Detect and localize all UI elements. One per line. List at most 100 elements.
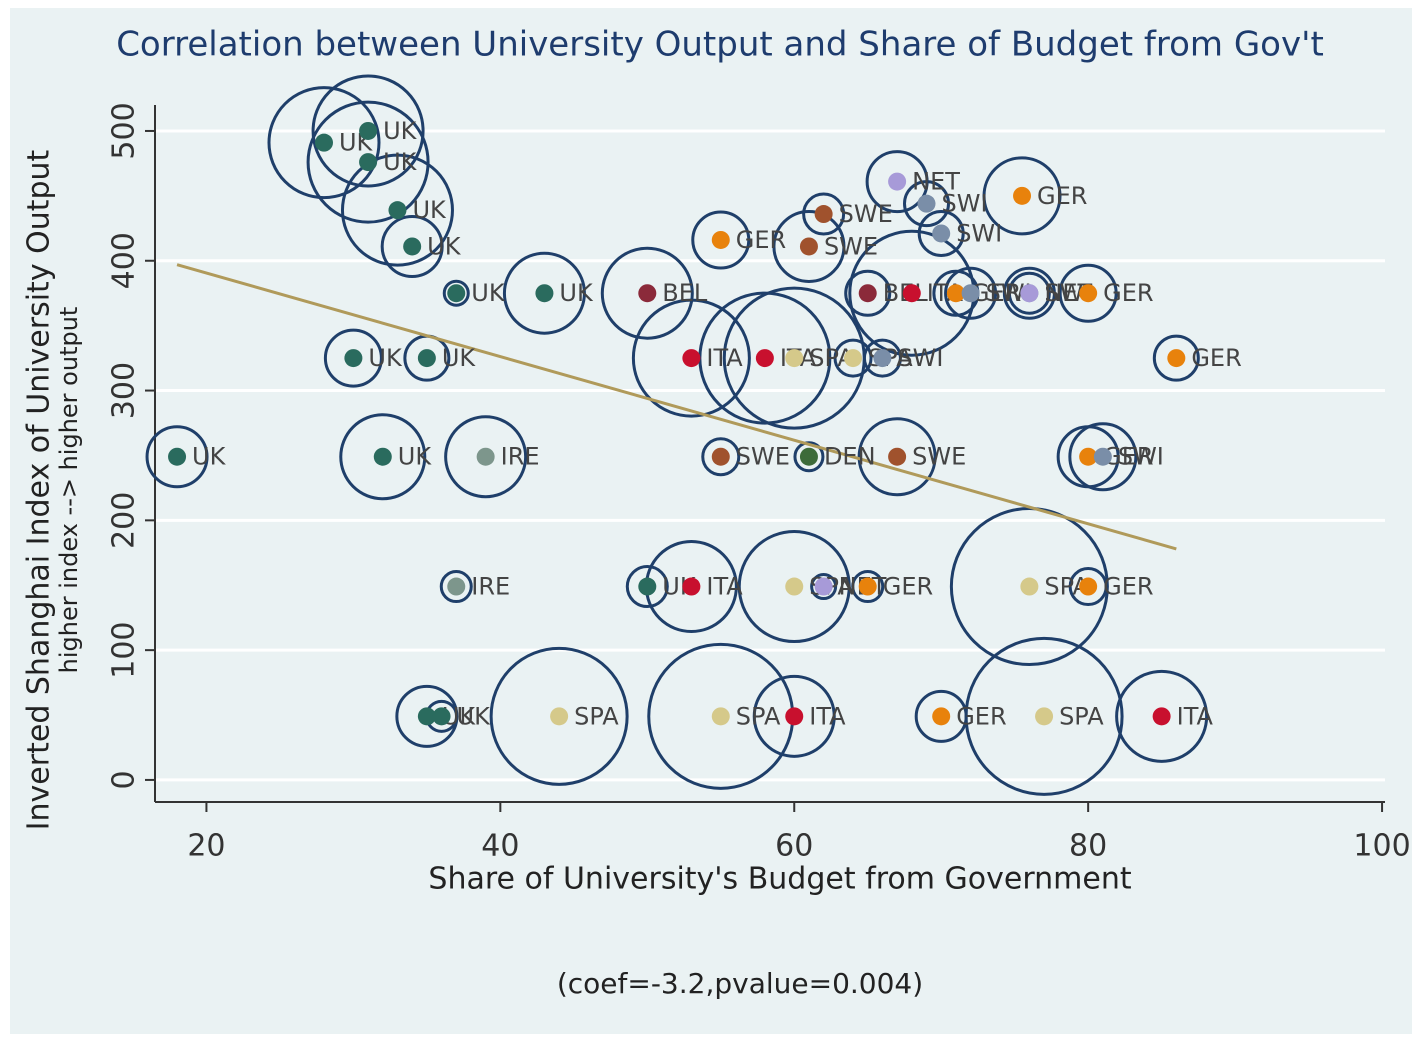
bubble bbox=[844, 269, 892, 317]
bubble bbox=[340, 153, 454, 267]
point bbox=[711, 447, 730, 466]
point bbox=[476, 447, 495, 466]
bubble bbox=[802, 192, 846, 236]
point-label: UK bbox=[383, 148, 418, 176]
point bbox=[373, 447, 392, 466]
bubble bbox=[625, 565, 669, 609]
bubble bbox=[701, 437, 741, 477]
y-axis-sublabel: higher index --> higher output bbox=[55, 307, 83, 674]
bubble bbox=[944, 266, 998, 320]
point-label: GER bbox=[1191, 344, 1241, 372]
bubble bbox=[1152, 334, 1200, 382]
point-label: UK bbox=[398, 443, 433, 471]
point bbox=[785, 577, 804, 596]
point-label: ITA bbox=[1177, 702, 1214, 730]
point bbox=[1079, 284, 1098, 303]
point-label: UK bbox=[192, 443, 227, 471]
point bbox=[932, 224, 951, 243]
bubble bbox=[323, 328, 383, 388]
point-label: SWI bbox=[897, 344, 943, 372]
x-tick-label: 20 bbox=[187, 829, 225, 864]
bubble bbox=[145, 425, 209, 489]
point bbox=[888, 172, 907, 191]
point bbox=[1013, 186, 1032, 205]
y-tick-label: 500 bbox=[107, 102, 142, 159]
point-label: UK bbox=[368, 344, 403, 372]
point-label: IRE bbox=[501, 443, 540, 471]
bubble bbox=[444, 415, 528, 499]
point bbox=[682, 577, 701, 596]
point-label: SPA bbox=[736, 702, 781, 730]
point bbox=[917, 194, 936, 213]
point-label: SWE bbox=[839, 200, 893, 228]
point bbox=[432, 707, 451, 726]
point-label: SPA bbox=[574, 702, 619, 730]
bubble bbox=[772, 209, 846, 283]
fit-line bbox=[176, 263, 1177, 551]
bubble bbox=[380, 214, 444, 278]
bubble bbox=[857, 417, 937, 497]
point-label: SWI bbox=[1118, 443, 1164, 471]
bubble bbox=[439, 570, 473, 604]
point bbox=[1152, 707, 1171, 726]
y-tick-label: 300 bbox=[107, 362, 142, 419]
bubble bbox=[851, 570, 885, 604]
point bbox=[932, 707, 951, 726]
bubble bbox=[793, 441, 825, 473]
point-label: SWI bbox=[942, 190, 988, 218]
point-label: SWE bbox=[912, 443, 966, 471]
y-tick-label: 100 bbox=[107, 622, 142, 679]
point bbox=[359, 121, 378, 140]
bubble bbox=[964, 636, 1124, 796]
x-tick-label: 100 bbox=[1353, 829, 1410, 864]
chart-title: Correlation between University Output an… bbox=[116, 25, 1324, 65]
y-tick-label: 200 bbox=[107, 492, 142, 549]
point-label: UK bbox=[559, 279, 594, 307]
point bbox=[814, 205, 833, 224]
bubble bbox=[631, 298, 751, 418]
point bbox=[1167, 349, 1186, 368]
point bbox=[1020, 577, 1039, 596]
note: (coef=-3.2,pvalue=0.004) bbox=[557, 967, 923, 1000]
point-label: SWE bbox=[736, 443, 790, 471]
point bbox=[550, 707, 569, 726]
point bbox=[888, 447, 907, 466]
point-label: DEN bbox=[824, 443, 876, 471]
bubble bbox=[442, 279, 470, 307]
bubble bbox=[862, 338, 902, 378]
bubble bbox=[691, 210, 751, 270]
point-label: IRE bbox=[471, 573, 510, 601]
y-axis-label: Inverted Shanghai Index of University Ou… bbox=[22, 149, 57, 830]
bubble bbox=[982, 156, 1062, 236]
bubble bbox=[737, 530, 851, 644]
point bbox=[785, 707, 804, 726]
bubble bbox=[903, 180, 951, 228]
point-label: GER bbox=[736, 226, 786, 254]
point bbox=[1035, 707, 1054, 726]
point-label: GER bbox=[1103, 573, 1153, 601]
bubble bbox=[1002, 266, 1056, 320]
point bbox=[858, 577, 877, 596]
point-label: GER bbox=[956, 702, 1006, 730]
point bbox=[814, 577, 833, 596]
point bbox=[755, 349, 774, 368]
bubble bbox=[1068, 567, 1108, 607]
point bbox=[417, 707, 436, 726]
bubble bbox=[1058, 263, 1118, 323]
point-label: SWE bbox=[824, 232, 878, 260]
point bbox=[447, 577, 466, 596]
bubble bbox=[833, 338, 873, 378]
point bbox=[946, 284, 965, 303]
point bbox=[403, 237, 422, 256]
point bbox=[711, 230, 730, 249]
point bbox=[1079, 577, 1098, 596]
bubble bbox=[306, 100, 430, 224]
bubble bbox=[502, 251, 586, 335]
point bbox=[1020, 284, 1039, 303]
bubble bbox=[752, 674, 836, 758]
point bbox=[799, 447, 818, 466]
x-tick-label: 80 bbox=[1069, 829, 1107, 864]
point bbox=[638, 577, 657, 596]
point-label: UK bbox=[427, 232, 462, 260]
